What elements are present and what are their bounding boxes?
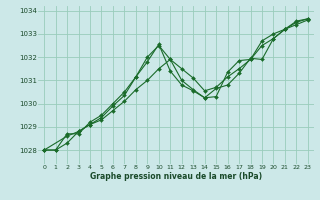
X-axis label: Graphe pression niveau de la mer (hPa): Graphe pression niveau de la mer (hPa) <box>90 172 262 181</box>
